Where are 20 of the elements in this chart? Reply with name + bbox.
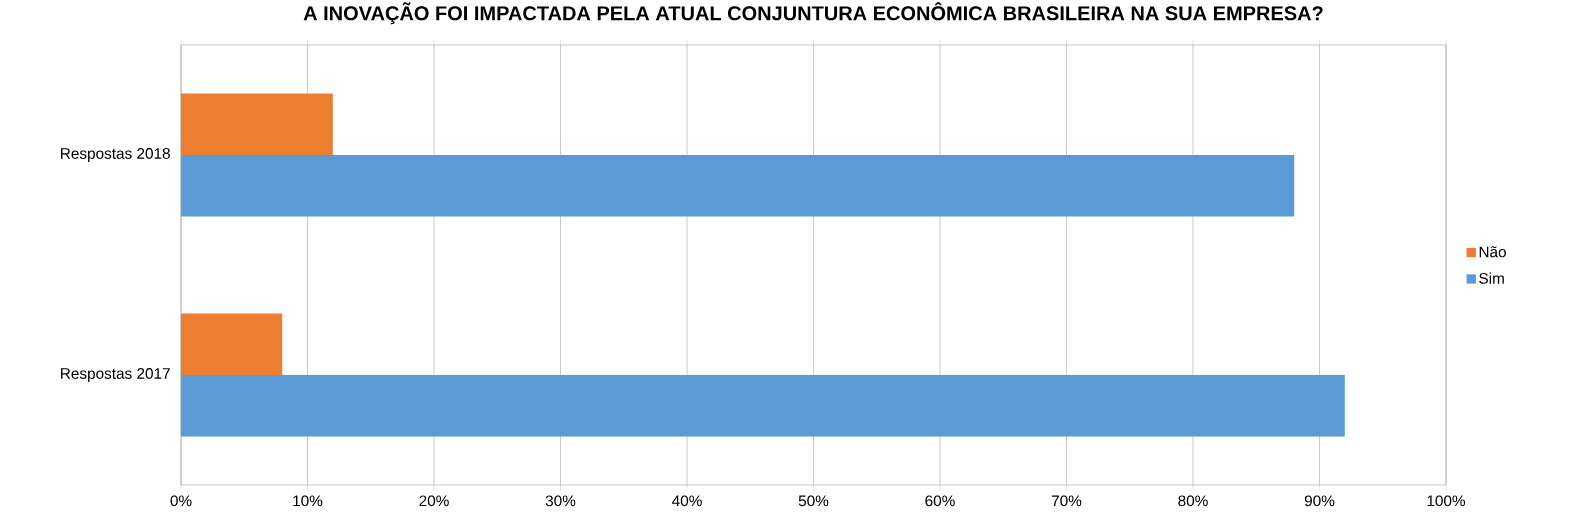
x-tick-label: 0% [170, 495, 192, 507]
x-tick-label: 50% [798, 495, 829, 507]
x-tick-label: 40% [672, 495, 702, 507]
y-tick-label: Respostas 2018 [61, 148, 170, 162]
x-tick-label: 100% [1427, 495, 1466, 507]
x-tick-label: 30% [545, 495, 576, 507]
x-tick-label: 80% [1178, 495, 1208, 507]
x-tick-label: 90% [1304, 495, 1335, 507]
x-tick-label: 10% [293, 495, 323, 507]
bar [181, 313, 283, 375]
x-tick-label: 70% [1051, 495, 1082, 507]
x-tick-label: 60% [925, 495, 955, 507]
legend-label: Não [1479, 246, 1506, 258]
bar [181, 154, 1295, 217]
x-tick-label: 20% [419, 495, 449, 507]
chart-title: A INOVAÇÃO FOI IMPACTADA PELA ATUAL CONJUNTURA ECONÔMICA BRASILEIRA NA SUA EMPRESA? [303, 2, 1323, 25]
bar [181, 374, 1345, 437]
legend-label: Sim [1479, 272, 1504, 284]
y-tick-label: Respostas 2017 [61, 368, 170, 382]
bar [181, 93, 333, 155]
